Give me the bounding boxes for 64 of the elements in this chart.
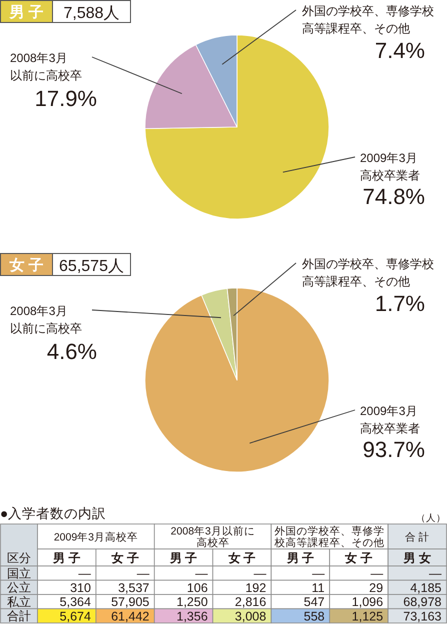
text: 2008年3月以前に高校卒 bbox=[170, 524, 255, 550]
pie-slice bbox=[144, 288, 330, 472]
data-label: 74.8% bbox=[362, 184, 425, 209]
data-label: 61,442 bbox=[111, 609, 150, 624]
text: — bbox=[429, 566, 442, 581]
data-label: 1.7% bbox=[374, 291, 425, 316]
x-tick-label: 男 子 bbox=[52, 550, 80, 565]
data-label: 17.9% bbox=[34, 86, 97, 111]
text: 外国の学校卒、専修学校高等課程卒、その他 bbox=[274, 524, 385, 550]
x-tick-label: 女 子 bbox=[227, 550, 256, 565]
data-label: 93.7% bbox=[362, 437, 425, 462]
text: 合 計 bbox=[404, 530, 430, 544]
slice-label: 2008年3月以前に高校卒 bbox=[10, 304, 82, 336]
data-label: 4,185 bbox=[410, 580, 442, 595]
data-label: 5,674 bbox=[60, 609, 91, 624]
data-label: 5,364 bbox=[60, 595, 91, 610]
data-label: 3,537 bbox=[118, 580, 150, 595]
text: — bbox=[78, 566, 91, 581]
text: — bbox=[136, 566, 150, 581]
data-label: 7.4% bbox=[374, 38, 425, 63]
x-tick-label: 女 子 bbox=[344, 550, 373, 565]
y-tick-label: 公立 bbox=[7, 580, 31, 595]
text: — bbox=[195, 566, 208, 581]
text: — bbox=[312, 566, 325, 581]
text: — bbox=[370, 566, 384, 581]
data-label: 547 bbox=[304, 595, 325, 610]
chart-title: 女 子 bbox=[8, 257, 44, 274]
y-axis-title: 区分 bbox=[7, 550, 31, 565]
data-label: 4.6% bbox=[46, 339, 97, 364]
text: 2009年3月高校卒 bbox=[54, 530, 138, 544]
chart-title: ●入学者数の内訳 bbox=[0, 506, 106, 521]
data-label: 3,008 bbox=[234, 609, 266, 624]
data-label: 73,163 bbox=[403, 609, 442, 624]
pie-slice bbox=[144, 34, 330, 220]
x-tick-label: 男 子 bbox=[168, 550, 198, 565]
slice-label: 2009年3月高校卒業者 bbox=[360, 404, 420, 436]
data-label: 2,816 bbox=[234, 595, 266, 610]
chart-title: 男 子 bbox=[8, 4, 44, 21]
data-label: 68,978 bbox=[403, 595, 442, 610]
data-label: 310 bbox=[70, 580, 91, 595]
slice-label: 2008年3月以前に高校卒 bbox=[10, 51, 82, 82]
slice-label: 外国の学校卒、専修学校高等課程卒、その他 bbox=[302, 4, 434, 36]
slice-label: 2009年3月高校卒業者 bbox=[360, 151, 420, 182]
y-tick-label: 私立 bbox=[7, 594, 31, 609]
chart-subtitle: 65,575人 bbox=[59, 258, 124, 275]
chart-subtitle: 7,588人 bbox=[63, 5, 120, 22]
data-label: 106 bbox=[186, 580, 208, 595]
data-label: 1,125 bbox=[352, 609, 384, 624]
data-label: 558 bbox=[304, 609, 325, 624]
data-label: 29 bbox=[369, 580, 384, 595]
x-tick-label: 女 子 bbox=[110, 550, 139, 565]
data-label: 1,096 bbox=[352, 595, 384, 610]
x-tick-label: 男 女 bbox=[402, 550, 431, 565]
y-tick-label: 国立 bbox=[7, 566, 31, 580]
data-label: 57,905 bbox=[111, 595, 150, 610]
y-tick-label: 合計 bbox=[7, 609, 31, 624]
text: （人） bbox=[416, 513, 446, 524]
slice-label: 外国の学校卒、専修学校高等課程卒、その他 bbox=[302, 257, 434, 288]
text: — bbox=[254, 566, 266, 581]
x-tick-label: 男 子 bbox=[286, 550, 314, 565]
data-label: 192 bbox=[245, 580, 266, 595]
data-label: 11 bbox=[312, 580, 325, 595]
data-label: 1,250 bbox=[176, 595, 208, 610]
data-label: 1,356 bbox=[176, 609, 208, 624]
